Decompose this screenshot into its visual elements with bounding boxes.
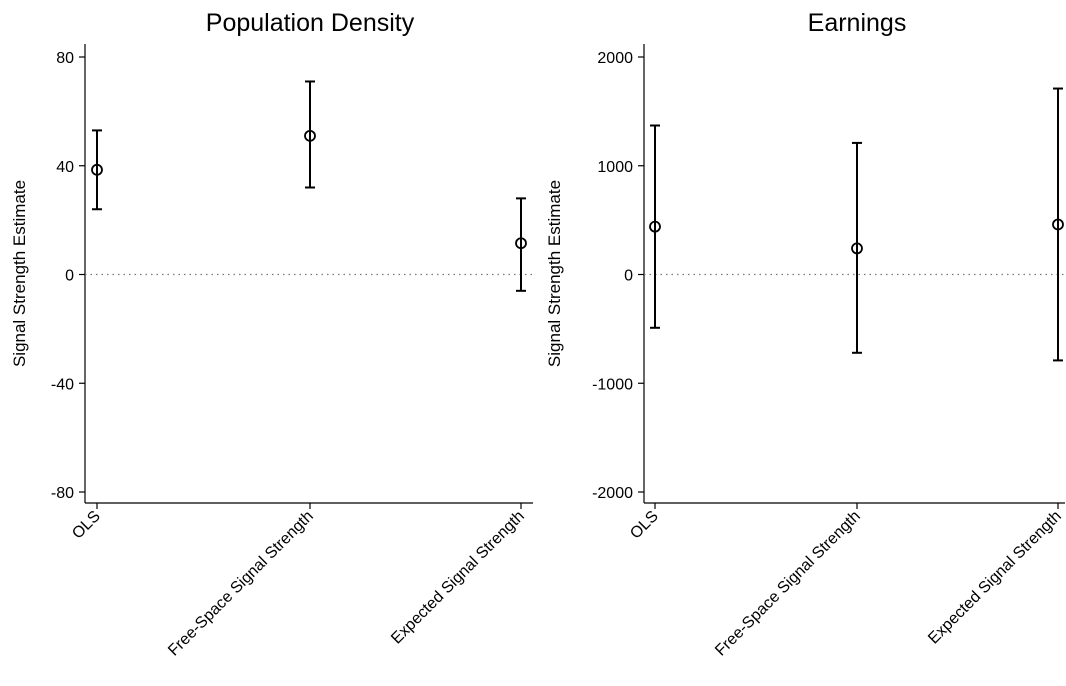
chart-title: Earnings: [808, 9, 907, 37]
point-estimate: [304, 129, 316, 142]
error-bar: [1053, 87, 1063, 362]
y-tick-label: -40: [51, 376, 74, 393]
point-estimate: [851, 242, 863, 255]
y-tick-label: 40: [56, 159, 74, 176]
chart-title: Population Density: [206, 9, 415, 37]
x-tick-label: Expected Signal Strength: [925, 508, 1065, 648]
y-tick-label: -80: [51, 485, 74, 502]
y-tick-label: -2000: [592, 485, 633, 502]
error-bar: [516, 197, 526, 292]
error-bar: [305, 80, 315, 189]
point-estimate: [91, 163, 103, 176]
y-tick-label: 1000: [597, 159, 633, 176]
point-estimate: [515, 237, 527, 250]
x-tick-label: Free-Space Signal Strength: [165, 508, 317, 660]
point-estimate: [1052, 218, 1064, 231]
y-tick-label: 0: [65, 268, 74, 285]
panel-population-density: Population Density Signal Strength Estim…: [10, 9, 533, 659]
y-axis-label: Signal Strength Estimate: [545, 180, 564, 367]
panel-earnings: Earnings Signal Strength Estimate 2000 10…: [545, 9, 1065, 659]
x-tick-label: Expected Signal Strength: [388, 508, 528, 648]
y-tick-label: 80: [56, 50, 74, 67]
error-bar: [852, 141, 862, 354]
x-tick-label: OLS: [69, 508, 104, 543]
y-tick-label: 0: [624, 268, 633, 285]
x-tick-label: Free-Space Signal Strength: [712, 508, 864, 660]
y-axis-label: Signal Strength Estimate: [10, 180, 29, 367]
x-tick-label: OLS: [627, 508, 662, 543]
point-estimate: [649, 220, 661, 233]
error-bar: [92, 129, 102, 211]
error-bar: [650, 124, 660, 329]
y-tick-label: -1000: [592, 376, 633, 393]
y-tick-label: 2000: [597, 50, 633, 67]
